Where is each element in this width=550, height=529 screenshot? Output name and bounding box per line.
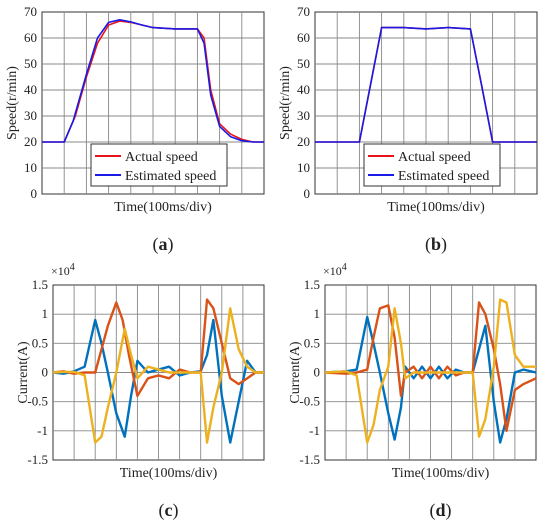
y-axis-label: Current(A) [288,341,303,404]
y-tick-label: 70 [297,4,310,19]
series-line-2 [52,298,264,398]
y-tick-label: 60 [297,30,310,45]
series-line-3 [324,298,536,444]
x-axis-label: Time(100ms/div) [392,466,490,481]
y-tick-label: -1.5 [299,452,320,467]
y-tick-label: 0.5 [304,335,320,350]
x-axis-label: Time(100ms/div) [120,466,218,481]
y-tick-label: -0.5 [27,394,48,409]
y-tick-label: 1.5 [304,277,320,292]
y-tick-label: 1 [42,306,49,321]
y-tick-label: -1.5 [27,452,48,467]
series-line-2 [42,19,264,143]
y-tick-label: -0.5 [299,394,320,409]
chart-b: 0 10 20 30 40 50 60 70 Time(100ms/div) Speed(r/mi… [278,4,538,255]
series-line-3 [52,307,264,444]
y-tick-label: 20 [24,134,37,149]
panel-caption: (a) [153,234,174,255]
chart-a: 0 10 20 30 40 50 60 70 Time(100ms/div) Speed(r/mi… [5,4,265,255]
panel-caption: (d) [429,500,451,521]
legend: Actual speed Estimated speed [90,143,228,187]
x-axis-label: Time(100ms/div) [387,200,485,215]
legend-box [90,143,228,187]
y-tick-label: 30 [24,108,37,123]
legend-box [363,143,501,187]
y-axis-exponent: ×104 [323,262,347,278]
y-tick-label: 0 [314,365,321,380]
y-tick-label: 30 [297,108,310,123]
legend: Actual speed Estimated speed [363,143,501,187]
y-tick-label: 40 [297,82,310,97]
legend-entry: Actual speed [398,150,471,165]
y-axis-label: Current(A) [16,341,31,404]
y-tick-label: 10 [24,160,37,175]
legend-entry: Estimated speed [398,169,489,184]
y-tick-label: 50 [297,56,310,71]
y-axis-label: Speed(r/min) [278,66,293,140]
y-tick-label: 50 [24,56,37,71]
y-tick-label: 40 [24,82,37,97]
chart-d: -1.5 -1 -0.5 0 0.5 1 1.5 Time(100ms/div) Current… [288,262,537,521]
x-axis-label: Time(100ms/div) [114,200,212,215]
y-tick-label: -1 [309,423,320,438]
legend-entry: Actual speed [125,150,198,165]
panel-caption: (c) [159,500,179,521]
y-axis-exponent: ×104 [51,262,75,278]
y-tick-label: 60 [24,30,37,45]
y-tick-label: -1 [37,423,48,438]
y-tick-label: 0.5 [32,335,48,350]
y-tick-label: 20 [297,134,310,149]
panel-caption: (b) [425,234,447,255]
legend-entry: Estimated speed [125,169,216,184]
series-line-2 [315,26,537,143]
y-tick-label: 0 [31,186,38,201]
y-tick-label: 0 [42,365,49,380]
y-tick-label: 70 [24,4,37,19]
y-tick-label: 1 [314,306,321,321]
y-tick-label: 10 [297,160,310,175]
chart-c: -1.5 -1 -0.5 0 0.5 1 1.5 Time(100ms/div) Current… [16,262,265,521]
y-axis-label: Speed(r/min) [5,66,20,140]
y-tick-label: 1.5 [32,277,48,292]
y-tick-label: 0 [304,186,311,201]
